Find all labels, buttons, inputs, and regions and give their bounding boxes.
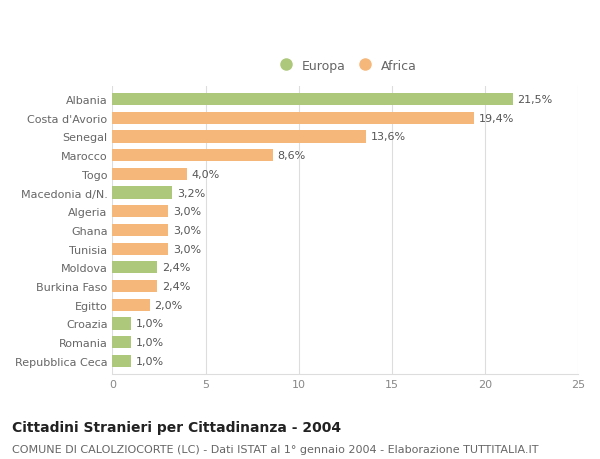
- Text: Cittadini Stranieri per Cittadinanza - 2004: Cittadini Stranieri per Cittadinanza - 2…: [12, 420, 341, 434]
- Text: 3,2%: 3,2%: [177, 188, 205, 198]
- Bar: [112, 318, 131, 330]
- Bar: [112, 355, 131, 367]
- Text: 21,5%: 21,5%: [517, 95, 553, 105]
- Text: 8,6%: 8,6%: [277, 151, 305, 161]
- Text: 1,0%: 1,0%: [136, 337, 164, 347]
- Bar: [112, 112, 473, 124]
- Bar: [112, 280, 157, 292]
- Text: 2,4%: 2,4%: [162, 263, 190, 273]
- Bar: [112, 150, 272, 162]
- Text: 13,6%: 13,6%: [370, 132, 406, 142]
- Text: 1,0%: 1,0%: [136, 319, 164, 329]
- Legend: Europa, Africa: Europa, Africa: [270, 56, 421, 76]
- Bar: [112, 224, 169, 236]
- Bar: [112, 168, 187, 180]
- Bar: [112, 243, 169, 255]
- Text: 19,4%: 19,4%: [478, 113, 514, 123]
- Text: COMUNE DI CALOLZIOCORTE (LC) - Dati ISTAT al 1° gennaio 2004 - Elaborazione TUTT: COMUNE DI CALOLZIOCORTE (LC) - Dati ISTA…: [12, 444, 539, 454]
- Text: 1,0%: 1,0%: [136, 356, 164, 366]
- Text: 2,4%: 2,4%: [162, 281, 190, 291]
- Bar: [112, 336, 131, 348]
- Bar: [112, 262, 157, 274]
- Bar: [112, 131, 365, 143]
- Text: 3,0%: 3,0%: [173, 225, 201, 235]
- Text: 3,0%: 3,0%: [173, 244, 201, 254]
- Bar: [112, 206, 169, 218]
- Bar: [112, 94, 513, 106]
- Bar: [112, 187, 172, 199]
- Text: 4,0%: 4,0%: [191, 169, 220, 179]
- Text: 2,0%: 2,0%: [154, 300, 182, 310]
- Text: 3,0%: 3,0%: [173, 207, 201, 217]
- Bar: [112, 299, 150, 311]
